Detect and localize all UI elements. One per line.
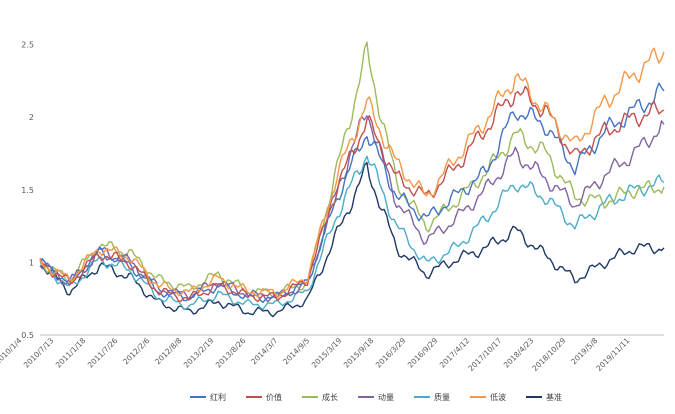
legend-label: 基准 (546, 392, 562, 402)
x-tick-label: 2018/4/23 (502, 336, 536, 370)
x-tick-label: 2018/10/29 (530, 336, 567, 373)
x-tick-label: 2012/8/8 (153, 336, 183, 366)
y-tick-label: 2.5 (21, 41, 34, 50)
y-axis: 0.5 1 1.5 2 2.5 (21, 41, 34, 340)
x-tick-label: 2011/1/18 (54, 336, 88, 370)
x-tick-label: 2015/9/18 (342, 336, 376, 370)
x-tick-label: 2010/7/13 (22, 336, 56, 370)
x-tick-label: 2017/10/17 (466, 336, 503, 373)
series-line-6 (39, 161, 665, 318)
x-tick-label: 2019/11/11 (594, 336, 631, 373)
x-tick-label: 2016/3/29 (374, 336, 408, 370)
legend-label: 成长 (322, 392, 338, 402)
y-tick-label: 1.5 (21, 186, 34, 195)
x-tick-label: 2014/9/5 (281, 336, 311, 366)
legend-label: 质量 (434, 392, 450, 402)
series-line-3 (39, 115, 665, 303)
x-tick-label: 2015/3/19 (310, 336, 344, 370)
plot-area (39, 41, 665, 318)
series-line-2 (39, 41, 665, 298)
legend-label: 低波 (490, 392, 506, 402)
series-line-5 (39, 47, 665, 299)
legend: 红利 价值 成长 动量 质量 低波 基准 (190, 392, 562, 402)
series-line-4 (39, 155, 665, 311)
x-tick-label: 2016/9/29 (406, 336, 440, 370)
x-tick-label: 2011/7/26 (86, 336, 120, 370)
x-tick-label: 2014/3/7 (249, 336, 279, 366)
x-tick-label: 2013/8/26 (214, 336, 248, 370)
legend-label: 红利 (210, 392, 226, 402)
y-tick-label: 0.5 (21, 331, 34, 340)
x-tick-label: 2017/4/12 (438, 336, 472, 370)
x-tick-label: 2012/2/6 (121, 336, 151, 366)
series-line-1 (39, 85, 665, 303)
x-tick-label: 2010/1/4 (0, 336, 24, 366)
legend-label: 价值 (266, 392, 282, 402)
x-tick-label: 2019/5/8 (569, 336, 599, 366)
x-tick-label: 2013/2/19 (182, 336, 216, 370)
y-tick-label: 1 (29, 258, 34, 267)
legend-label: 动量 (378, 392, 394, 402)
y-tick-label: 2 (29, 113, 34, 122)
